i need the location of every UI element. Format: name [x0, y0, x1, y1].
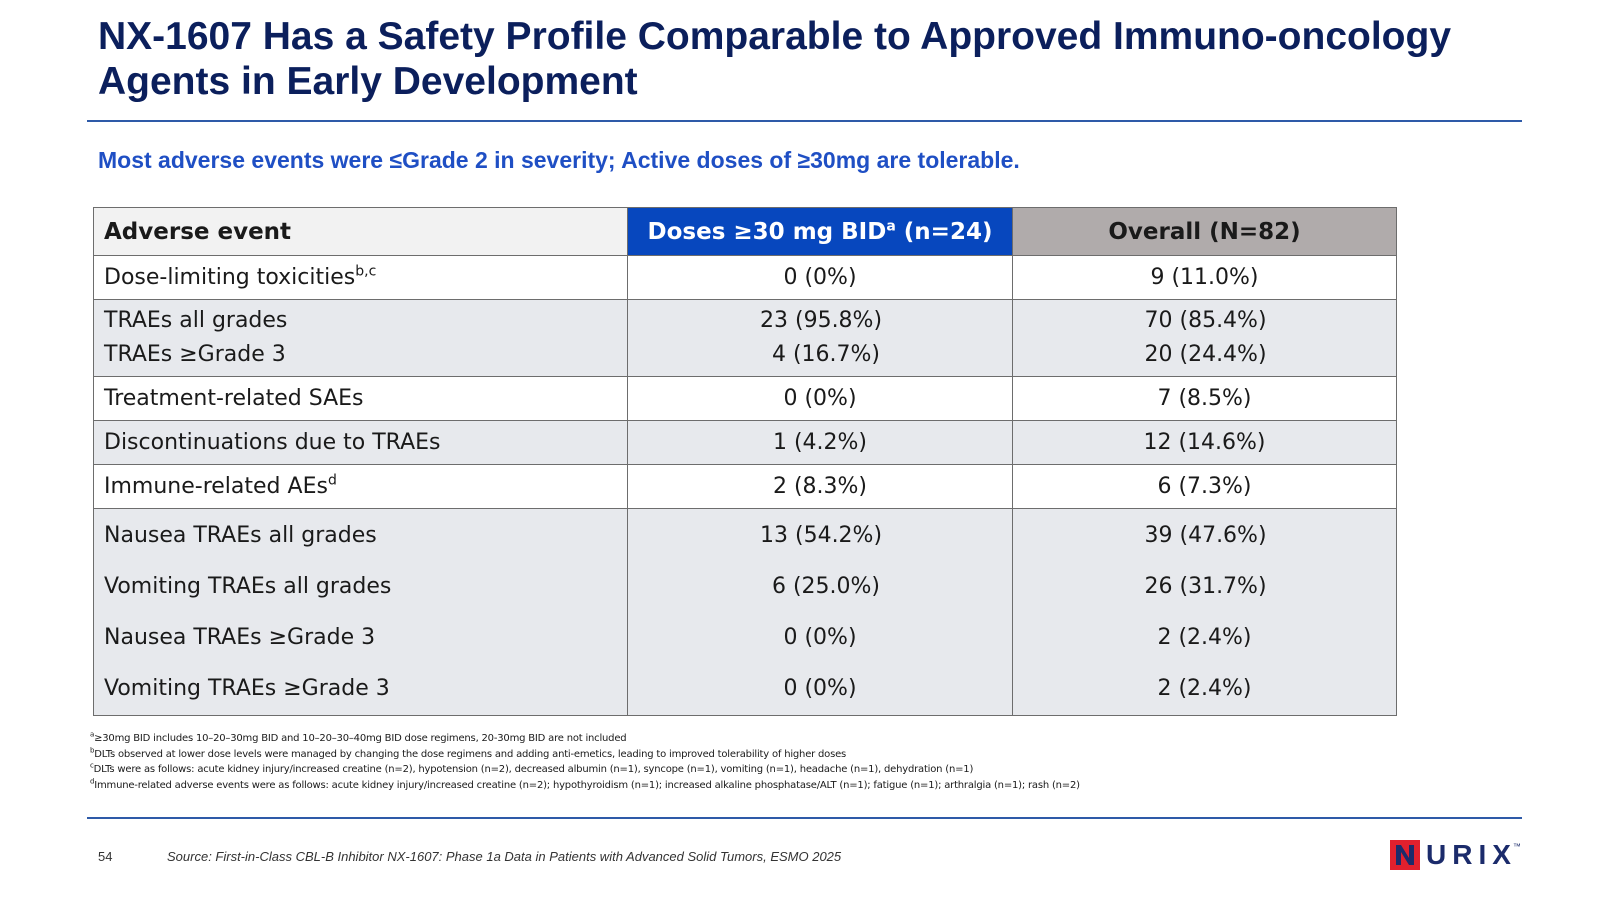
- dose-group-value: 0 (0%): [627, 376, 1013, 421]
- row-label-text: Immune-related AEs: [104, 474, 328, 499]
- footnote-text: Immune-related adverse events were as fo…: [94, 779, 1080, 791]
- table-row: Dose-limiting toxicitiesb,c 0 (0%) 9 (11…: [93, 255, 1397, 300]
- dose-group-value-line: 4 (16.7%): [771, 342, 880, 367]
- header-dose-group-n: (n=24): [895, 218, 993, 245]
- overall-value-line: 70 (85.4%): [1144, 308, 1267, 333]
- overall-value-line: 26 (31.7%): [1144, 574, 1267, 599]
- overall-value-line: 20 (24.4%): [1144, 342, 1267, 367]
- dose-group-value: 1 (4.2%): [627, 420, 1013, 465]
- footnote-text: ≥30mg BID includes 10–20–30mg BID and 10…: [94, 733, 627, 744]
- slide-subtitle: Most adverse events were ≤Grade 2 in sev…: [98, 147, 1020, 173]
- row-label-text: Vomiting TRAEs ≥Grade 3: [104, 676, 390, 701]
- dose-group-value-line: 13 (54.2%): [760, 523, 883, 548]
- adverse-events-table: Adverse event Doses ≥30 mg BIDa (n=24) O…: [93, 207, 1397, 716]
- header-dose-group: Doses ≥30 mg BIDa (n=24): [627, 207, 1013, 256]
- overall-value: 39 (47.6%) 26 (31.7%) 2 (2.4%) 2 (2.4%): [1012, 508, 1397, 716]
- footnote: bDLTs observed at lower dose levels were…: [90, 747, 1080, 763]
- slide-title: NX-1607 Has a Safety Profile Comparable …: [98, 15, 1452, 103]
- source-citation: Source: First-in-Class CBL-B Inhibitor N…: [167, 849, 842, 864]
- nurix-logo: URIX ™: [1390, 838, 1521, 872]
- row-label: Discontinuations due to TRAEs: [93, 420, 628, 465]
- row-label: Dose-limiting toxicitiesb,c: [93, 255, 628, 300]
- header-dose-group-label: Doses ≥30 mg BID: [647, 218, 887, 245]
- dose-group-value-line: 0 (0%): [783, 625, 857, 650]
- footnote-text: DLTs observed at lower dose levels were …: [94, 748, 847, 760]
- overall-value-line: 39 (47.6%): [1144, 523, 1267, 548]
- footnote-marker: c: [90, 761, 94, 770]
- dose-group-value: 2 (8.3%): [627, 464, 1013, 509]
- dose-group-value: 13 (54.2%) 6 (25.0%) 0 (0%) 0 (0%): [627, 508, 1013, 716]
- dose-group-value: 0 (0%): [627, 255, 1013, 300]
- footnote-marker: b: [90, 746, 95, 755]
- footnote: dImmune-related adverse events were as f…: [90, 778, 1080, 794]
- header-adverse-event: Adverse event: [93, 207, 628, 256]
- row-label-text: TRAEs all grades: [104, 308, 288, 333]
- page-number: 54: [98, 849, 113, 864]
- header-dose-group-footnote-marker: a: [886, 217, 896, 234]
- row-label-text: Dose-limiting toxicities: [104, 265, 356, 290]
- dose-group-value: 23 (95.8%) 4 (16.7%): [627, 299, 1013, 377]
- table-row: Immune-related AEsd 2 (8.3%) 6 (7.3%): [93, 464, 1397, 509]
- dose-group-value-line: 23 (95.8%): [760, 308, 883, 333]
- row-label: Nausea TRAEs all grades Vomiting TRAEs a…: [93, 508, 628, 716]
- footnote-marker: d: [90, 777, 95, 786]
- overall-value: 6 (7.3%): [1012, 464, 1397, 509]
- footnote-text: DLTs were as follows: acute kidney injur…: [93, 764, 974, 775]
- row-label: TRAEs all grades TRAEs ≥Grade 3: [93, 299, 628, 377]
- row-label-text: TRAEs ≥Grade 3: [104, 342, 286, 367]
- footnote: cDLTs were as follows: acute kidney inju…: [90, 762, 1080, 778]
- row-footnote-marker: b,c: [355, 263, 377, 280]
- overall-value: 9 (11.0%): [1012, 255, 1397, 300]
- footer-divider: [87, 817, 1522, 819]
- row-label: Treatment-related SAEs: [93, 376, 628, 421]
- row-label-text: Nausea TRAEs ≥Grade 3: [104, 625, 376, 650]
- row-label-text: Nausea TRAEs all grades: [104, 523, 377, 548]
- header-overall: Overall (N=82): [1012, 207, 1397, 256]
- nurix-logo-wordmark: URIX: [1426, 839, 1517, 870]
- table-row: Nausea TRAEs all grades Vomiting TRAEs a…: [93, 508, 1397, 716]
- table-row: Treatment-related SAEs 0 (0%) 7 (8.5%): [93, 376, 1397, 421]
- row-label: Immune-related AEsd: [93, 464, 628, 509]
- footnote: a≥30mg BID includes 10–20–30mg BID and 1…: [90, 731, 1080, 747]
- trademark-symbol: ™: [1512, 842, 1521, 851]
- row-footnote-marker: d: [327, 472, 337, 489]
- overall-value: 70 (85.4%) 20 (24.4%): [1012, 299, 1397, 377]
- dose-group-value-line: 0 (0%): [783, 676, 857, 701]
- nurix-logo-mark: [1390, 840, 1420, 870]
- table-row: Discontinuations due to TRAEs 1 (4.2%) 1…: [93, 420, 1397, 465]
- footnote-marker: a: [90, 730, 95, 739]
- overall-value-line: 2 (2.4%): [1157, 625, 1252, 650]
- footnotes: a≥30mg BID includes 10–20–30mg BID and 1…: [90, 731, 1080, 793]
- overall-value: 7 (8.5%): [1012, 376, 1397, 421]
- overall-value: 12 (14.6%): [1012, 420, 1397, 465]
- dose-group-value-line: 6 (25.0%): [771, 574, 880, 599]
- overall-value-line: 2 (2.4%): [1157, 676, 1252, 701]
- title-divider: [87, 120, 1522, 122]
- table-row: TRAEs all grades TRAEs ≥Grade 3 23 (95.8…: [93, 299, 1397, 377]
- row-label-text: Vomiting TRAEs all grades: [104, 574, 392, 599]
